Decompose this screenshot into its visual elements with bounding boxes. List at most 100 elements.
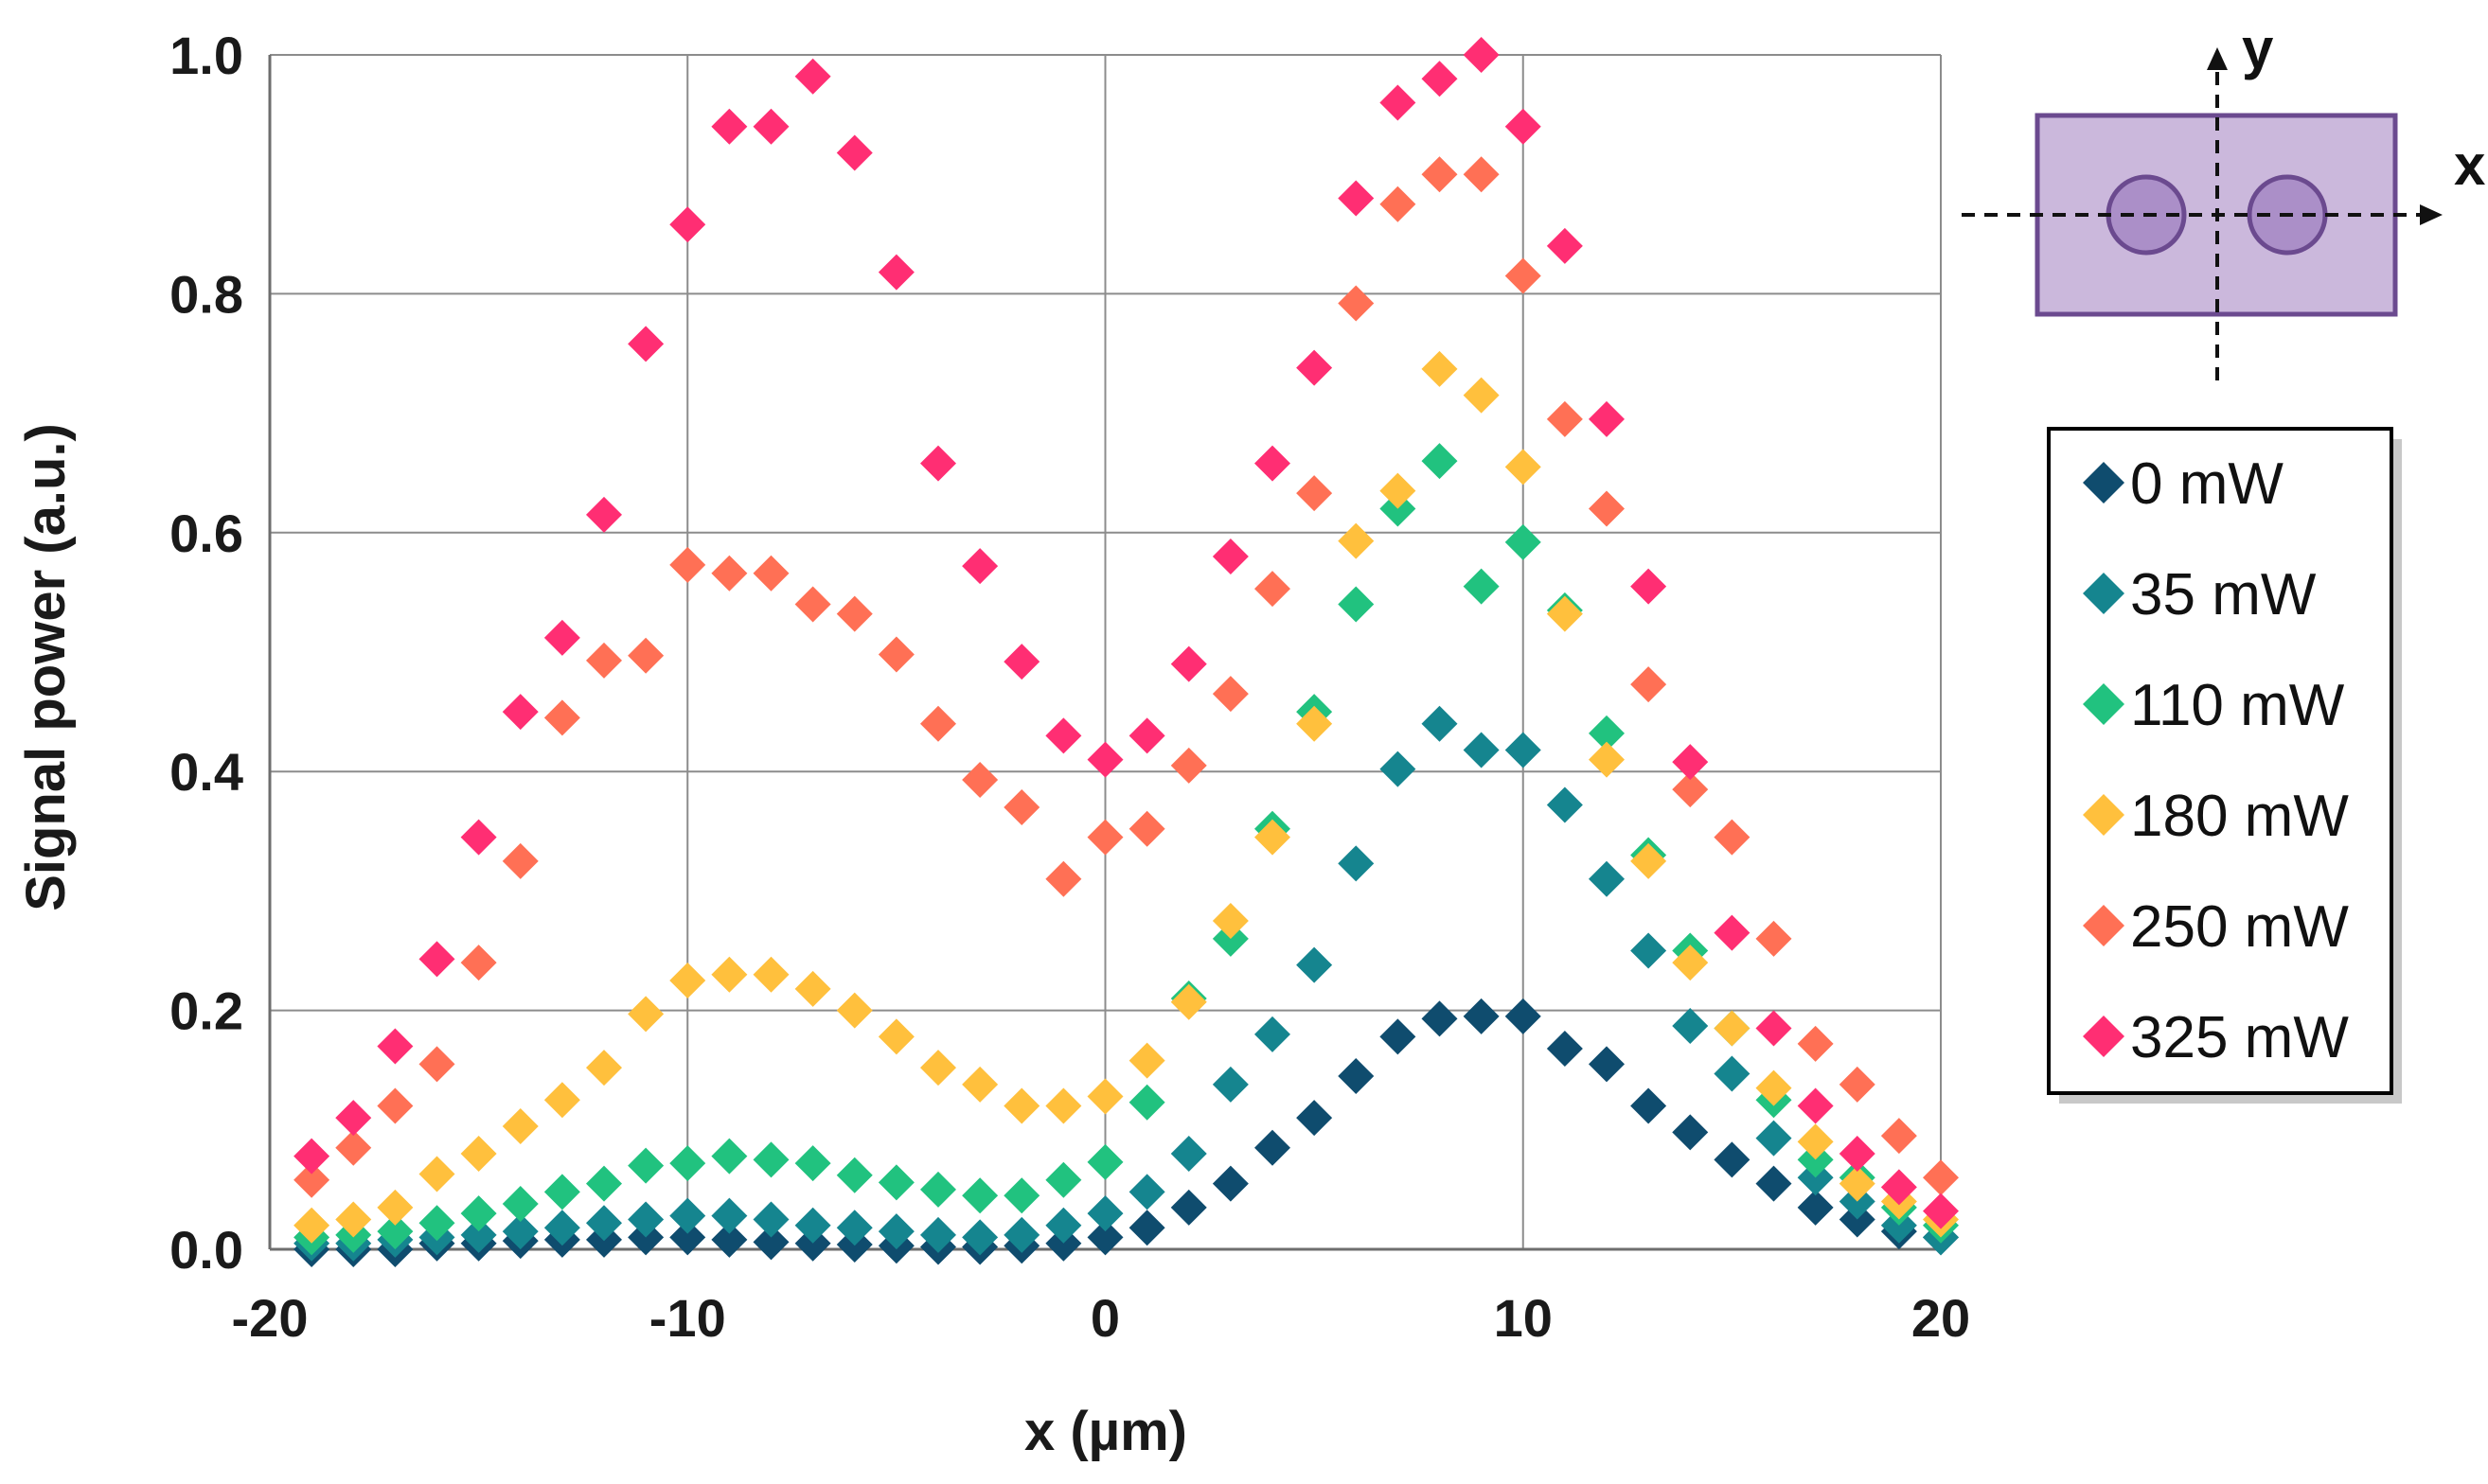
data-point <box>1546 786 1583 823</box>
legend-item: 180 mW <box>2083 784 2349 849</box>
series-250-mw <box>293 156 1959 1198</box>
data-point <box>920 1050 956 1086</box>
data-point <box>1128 1210 1165 1246</box>
data-point <box>377 1213 414 1250</box>
x-tick-label: 20 <box>1911 1288 1970 1348</box>
data-point <box>628 1201 665 1238</box>
data-point <box>794 586 831 623</box>
data-point <box>1630 568 1667 605</box>
data-point <box>1839 1066 1875 1103</box>
waveguide-cross-section-diagram: x y <box>1962 17 2485 380</box>
data-point <box>1672 771 1709 808</box>
data-point <box>1338 845 1375 882</box>
data-point <box>1170 1136 1207 1173</box>
data-point <box>1755 920 1792 957</box>
data-point <box>1463 568 1500 605</box>
data-point <box>794 970 831 1007</box>
data-point <box>836 992 873 1029</box>
data-point <box>1672 1114 1709 1151</box>
legend-item: 325 mW <box>2083 1005 2349 1070</box>
data-point <box>502 1213 539 1250</box>
data-point <box>502 842 539 879</box>
data-point <box>1338 1058 1375 1095</box>
data-point <box>1589 490 1625 527</box>
data-point <box>1504 523 1541 560</box>
data-point <box>502 1186 539 1223</box>
data-point <box>1212 1066 1249 1103</box>
legend-marker <box>2083 573 2124 614</box>
data-point <box>1212 676 1249 713</box>
legend-item: 35 mW <box>2083 562 2317 627</box>
data-point <box>293 1161 330 1198</box>
data-point <box>1296 1100 1333 1137</box>
data-point <box>669 1197 706 1234</box>
data-point <box>586 1165 622 1202</box>
data-point <box>878 636 915 673</box>
data-point <box>1087 741 1124 778</box>
data-point <box>836 1210 873 1246</box>
data-point <box>377 1087 414 1124</box>
data-point <box>1504 108 1541 145</box>
data-point <box>1589 860 1625 897</box>
legend-marker <box>2083 794 2124 836</box>
data-point <box>711 1138 748 1175</box>
y-tick-label: 0.4 <box>169 742 243 802</box>
data-point <box>794 1145 831 1182</box>
data-point <box>836 595 873 632</box>
data-point <box>1254 571 1290 608</box>
data-point <box>1463 377 1500 414</box>
x-arrowhead <box>2420 204 2443 225</box>
data-point <box>1421 350 1458 387</box>
data-point <box>1714 1141 1750 1178</box>
y-tick-label: 1.0 <box>169 26 243 85</box>
data-point <box>1755 1120 1792 1157</box>
data-point <box>543 619 580 656</box>
data-point <box>1880 1118 1917 1155</box>
data-point <box>1170 645 1207 682</box>
data-point <box>628 637 665 674</box>
data-point <box>669 206 706 243</box>
x-tick-label: 10 <box>1494 1288 1553 1348</box>
data-point <box>1546 400 1583 437</box>
data-point <box>1296 475 1333 512</box>
legend-item: 0 mW <box>2083 451 2284 517</box>
data-point <box>1128 717 1165 754</box>
data-point <box>1004 1087 1040 1124</box>
data-point <box>669 1219 706 1256</box>
y-tick-label: 0.6 <box>169 504 243 563</box>
data-point <box>669 963 706 999</box>
data-point <box>460 1216 497 1253</box>
data-point <box>418 1156 455 1192</box>
data-point <box>1296 349 1333 386</box>
data-point <box>1379 1018 1416 1055</box>
data-point <box>1421 705 1458 742</box>
data-point <box>1004 644 1040 680</box>
data-point <box>543 1210 580 1246</box>
data-point <box>1212 902 1249 939</box>
data-point <box>920 445 956 482</box>
data-point <box>753 1141 790 1178</box>
data-point <box>1128 1174 1165 1210</box>
y-tick-label: 0.8 <box>169 264 243 324</box>
data-point <box>1170 747 1207 784</box>
legend-box <box>2047 427 2393 1095</box>
data-point <box>711 1221 748 1258</box>
data-point <box>502 694 539 731</box>
data-point <box>1589 1046 1625 1083</box>
data-point <box>586 1050 622 1086</box>
x-tick-label: -20 <box>232 1288 309 1348</box>
data-point <box>543 1174 580 1210</box>
data-point <box>1087 1195 1124 1232</box>
y-tick-labels: 0.0 0.2 0.4 0.6 0.8 1.0 <box>169 26 243 1280</box>
series-180-mw <box>293 350 1959 1244</box>
data-point <box>1797 1123 1834 1160</box>
data-point <box>418 1205 455 1242</box>
data-point <box>1379 472 1416 509</box>
data-point <box>1839 1165 1875 1202</box>
data-point <box>1546 1030 1583 1067</box>
data-point <box>962 762 999 799</box>
data-point <box>1338 586 1375 623</box>
data-point <box>1839 1136 1875 1173</box>
x-tick-label: -10 <box>649 1288 726 1348</box>
data-point <box>1338 522 1375 559</box>
